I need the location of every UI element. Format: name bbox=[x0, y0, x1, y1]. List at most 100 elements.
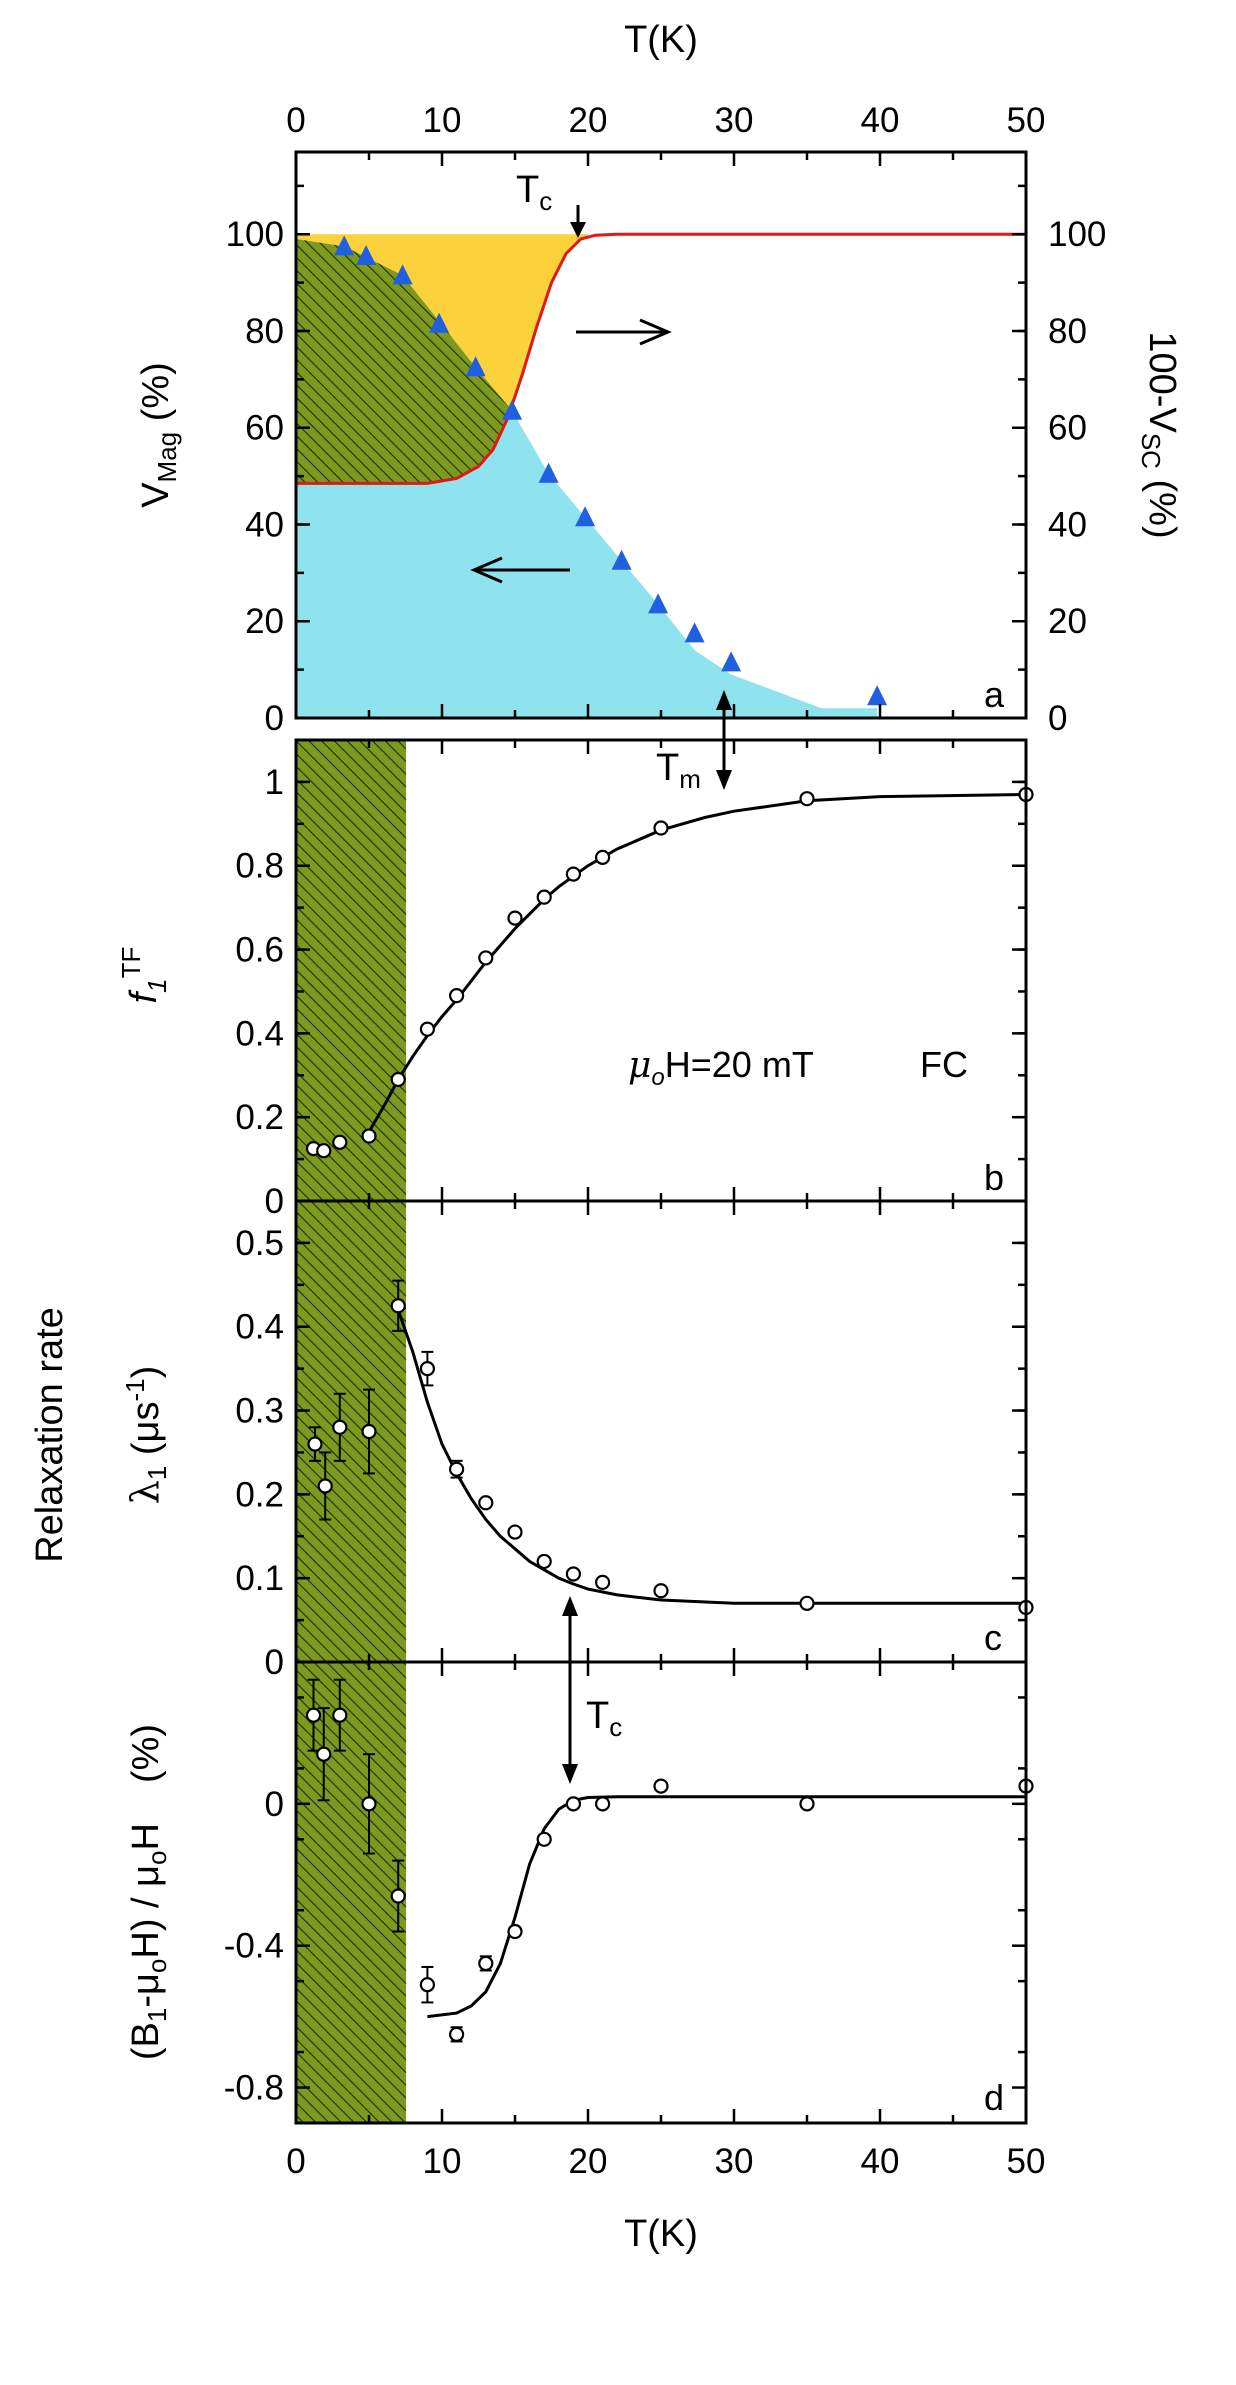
panel-a-ticks: 0 10 20 30 40 50 0 0 20 20 40 40 60 60 80 80 100 100 bbox=[226, 101, 1107, 738]
f1-point bbox=[449, 988, 465, 1004]
panel-c: 0 0.1 0.2 0.3 0.4 0.5 c Relaxation rate λ1 (μ… bbox=[29, 1199, 1034, 1682]
f1-point bbox=[594, 849, 611, 865]
y-tick-label: 0.3 bbox=[235, 1392, 284, 1431]
lambda-point bbox=[478, 1495, 494, 1511]
y-tick-label: 0.2 bbox=[235, 1098, 284, 1137]
panel-letter-a: a bbox=[984, 674, 1005, 715]
lambda-point bbox=[653, 1583, 669, 1599]
lambda-point bbox=[361, 1423, 377, 1440]
y-tick-label: 40 bbox=[245, 505, 284, 544]
lambda-point bbox=[536, 1553, 552, 1570]
y-tick-label: 0 bbox=[265, 1643, 284, 1682]
bottom-axis-title: T(K) bbox=[624, 2213, 698, 2255]
y-tick-label: 0 bbox=[265, 1785, 284, 1824]
f1-axis-title: f1TF bbox=[116, 947, 172, 1004]
y-tick-label: 0 bbox=[265, 699, 284, 738]
lambda-point bbox=[594, 1574, 611, 1590]
y-tick-label: 20 bbox=[245, 602, 284, 641]
b1-point bbox=[565, 1796, 582, 1812]
f1-point bbox=[316, 1143, 332, 1159]
y-tick-label: 100 bbox=[226, 215, 284, 254]
x-tick-label: 10 bbox=[423, 2142, 462, 2181]
vmag-marker bbox=[392, 264, 413, 285]
lambda-point bbox=[565, 1566, 582, 1582]
panel-d-ticks: 0 10 20 30 40 50 -0.8 -0.4 0 bbox=[224, 1662, 1046, 2181]
x-tick-label: 10 bbox=[423, 101, 462, 140]
y-tick-label-right: 0 bbox=[1048, 699, 1067, 738]
f1-point bbox=[799, 791, 815, 807]
y-tick-label: -0.8 bbox=[224, 2069, 284, 2108]
f1-point bbox=[332, 1134, 348, 1150]
lambda-point bbox=[332, 1419, 348, 1435]
b1-axis-title: (B1-μoH) / μoH(%) bbox=[125, 1724, 172, 2060]
hatched-band-d bbox=[296, 1662, 406, 2123]
hatched-overlap-region bbox=[296, 239, 518, 484]
hatched-band-b bbox=[296, 740, 406, 1201]
lambda-point bbox=[419, 1361, 435, 1377]
vsc-axis-title: 100-VSC (%) bbox=[1136, 331, 1183, 538]
b1-point bbox=[419, 1977, 435, 1993]
b1-point bbox=[594, 1796, 611, 1812]
f1-point bbox=[653, 820, 669, 836]
b1-point bbox=[361, 1796, 377, 1812]
lambda-point bbox=[507, 1524, 523, 1540]
data-points-c bbox=[307, 1279, 1034, 1616]
vmag-marker bbox=[867, 685, 888, 706]
x-tick-label: 0 bbox=[286, 2142, 305, 2181]
y-tick-label: 0.1 bbox=[235, 1559, 284, 1598]
lambda-point bbox=[307, 1436, 323, 1452]
vmag-marker bbox=[465, 356, 486, 377]
y-tick-label: 60 bbox=[245, 409, 284, 448]
y-tick-label: 1 bbox=[265, 763, 284, 802]
f1-point bbox=[565, 866, 582, 882]
vmag-marker bbox=[721, 651, 742, 672]
lambda-axis-title: λ1 (μs-1) bbox=[120, 1366, 172, 1504]
panel-b: 0 0.2 0.4 0.6 0.8 1 Tm μoH=20 mT FC b f1TF bbox=[116, 690, 1034, 1221]
panel-c-ticks: 0 0.1 0.2 0.3 0.4 0.5 bbox=[235, 1199, 1028, 1682]
y-tick-label-right: 60 bbox=[1048, 409, 1087, 448]
panel-a-frame bbox=[294, 150, 1028, 720]
data-points-d bbox=[305, 1678, 1034, 2043]
panel-letter-c: c bbox=[984, 1617, 1002, 1658]
y-tick-label: -0.4 bbox=[224, 1927, 284, 1966]
b1-point bbox=[449, 2026, 465, 2042]
y-tick-label: 0.2 bbox=[235, 1475, 284, 1514]
tc-label-d: Tc bbox=[586, 1695, 622, 1742]
y-tick-label: 0 bbox=[265, 1182, 284, 1221]
tc-label-a: Tc bbox=[516, 169, 552, 216]
y-tick-label: 0.4 bbox=[235, 1308, 284, 1347]
x-tick-label: 40 bbox=[861, 101, 900, 140]
panel-letter-d: d bbox=[984, 2077, 1004, 2118]
f1-point bbox=[361, 1128, 377, 1144]
lambda-point bbox=[449, 1461, 465, 1477]
x-tick-label: 40 bbox=[861, 2142, 900, 2181]
x-tick-label: 30 bbox=[715, 2142, 754, 2181]
panel-d: 0 10 20 30 40 50 -0.8 -0.4 0 d Tc (B1-μoH) / μoH… bbox=[125, 1596, 1045, 2255]
f1-point bbox=[478, 950, 494, 966]
y-tick-label: 0.8 bbox=[235, 847, 284, 886]
b1-point bbox=[653, 1778, 669, 1794]
f1-point bbox=[390, 1071, 406, 1088]
field-annotation: μoH=20 mT bbox=[628, 1044, 814, 1091]
x-tick-label: 20 bbox=[569, 2142, 608, 2181]
vmag-marker bbox=[575, 506, 596, 527]
f1-point bbox=[419, 1021, 435, 1037]
vmag-marker bbox=[538, 462, 559, 483]
b1-point bbox=[316, 1746, 332, 1762]
vmag-axis-title: VMag (%) bbox=[135, 362, 182, 508]
f1-point bbox=[536, 889, 552, 905]
y-tick-label: 0.5 bbox=[235, 1224, 284, 1263]
b1-point bbox=[507, 1923, 523, 1940]
vmag-marker bbox=[429, 312, 450, 333]
lambda-point bbox=[317, 1478, 333, 1494]
y-tick-label: 0.6 bbox=[235, 931, 284, 970]
vmag-marker bbox=[502, 399, 523, 420]
hatched-band-c bbox=[296, 1201, 406, 1662]
x-tick-label: 50 bbox=[1007, 2142, 1046, 2181]
fit-curve-c bbox=[396, 1309, 1026, 1605]
vmag-markers bbox=[334, 235, 888, 706]
b1-point bbox=[799, 1796, 815, 1812]
fc-annotation: FC bbox=[920, 1044, 968, 1085]
b1-point bbox=[305, 1707, 322, 1723]
